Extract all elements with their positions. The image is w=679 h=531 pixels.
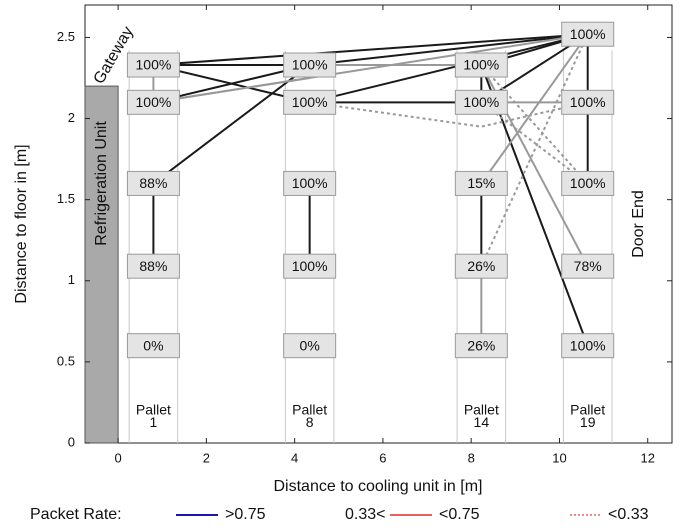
x-tick-label: 12 bbox=[640, 450, 654, 465]
link bbox=[480, 64, 589, 185]
y-tick-label: 0.5 bbox=[57, 353, 75, 368]
node-label: 100% bbox=[292, 94, 328, 110]
node-box bbox=[561, 333, 615, 359]
y-tick-label: 2 bbox=[68, 110, 75, 125]
x-tick-label: 8 bbox=[468, 450, 475, 465]
pallet-number: 1 bbox=[150, 414, 158, 430]
link bbox=[309, 101, 588, 128]
node-box bbox=[283, 52, 337, 78]
link bbox=[152, 64, 311, 185]
node-box bbox=[454, 52, 508, 78]
node-label: 88% bbox=[139, 175, 167, 191]
node-box bbox=[283, 170, 337, 196]
node-label: 100% bbox=[292, 175, 328, 191]
legend-label: <0.33 bbox=[608, 506, 649, 523]
node-label: 100% bbox=[570, 94, 606, 110]
pallet-number: 14 bbox=[474, 414, 490, 430]
legend-title: Packet Rate: bbox=[30, 506, 122, 523]
node-label: 100% bbox=[292, 258, 328, 274]
y-tick-label: 1 bbox=[68, 272, 75, 287]
node-box bbox=[126, 253, 180, 279]
legend-label: <0.75 bbox=[439, 506, 480, 523]
legend-prefix: 0.33< bbox=[345, 506, 385, 523]
node-label: 100% bbox=[570, 26, 606, 42]
node-label: 100% bbox=[463, 94, 499, 110]
node-label: 26% bbox=[467, 337, 495, 353]
refrigeration-unit bbox=[84, 85, 119, 444]
node-box bbox=[126, 89, 180, 115]
node-label: 78% bbox=[574, 258, 602, 274]
x-tick-label: 10 bbox=[552, 450, 566, 465]
x-tick-label: 6 bbox=[379, 450, 386, 465]
node-box bbox=[561, 21, 615, 47]
node-box bbox=[561, 170, 615, 196]
link bbox=[480, 101, 589, 185]
node-label: 100% bbox=[292, 57, 328, 73]
node-label: 0% bbox=[143, 337, 163, 353]
node-box bbox=[454, 253, 508, 279]
y-axis-label: Distance to floor in [m] bbox=[13, 144, 30, 303]
pallet-label: Pallet bbox=[464, 401, 499, 417]
node-box bbox=[561, 89, 615, 115]
node-box bbox=[283, 89, 337, 115]
pallet-number: 8 bbox=[306, 414, 314, 430]
node-box bbox=[126, 170, 180, 196]
node-box bbox=[283, 253, 337, 279]
node-box bbox=[283, 333, 337, 359]
x-tick-label: 4 bbox=[291, 450, 298, 465]
node-label: 100% bbox=[570, 175, 606, 191]
link bbox=[309, 33, 588, 104]
node-label: 100% bbox=[463, 57, 499, 73]
node-label: 15% bbox=[467, 175, 495, 191]
node-box bbox=[454, 333, 508, 359]
x-tick-label: 0 bbox=[114, 450, 121, 465]
node-label: 100% bbox=[136, 94, 172, 110]
node-box bbox=[126, 52, 180, 78]
x-axis-label: Distance to cooling unit in [m] bbox=[274, 478, 483, 495]
annotation: Door End bbox=[630, 190, 647, 258]
pallet-label: Pallet bbox=[136, 401, 171, 417]
node-label: 88% bbox=[139, 258, 167, 274]
node-box bbox=[561, 253, 615, 279]
node-label: 0% bbox=[300, 337, 320, 353]
y-tick-label: 2.5 bbox=[57, 29, 75, 44]
link bbox=[309, 33, 588, 67]
node-label: 100% bbox=[570, 337, 606, 353]
link bbox=[153, 33, 588, 67]
y-tick-label: 1.5 bbox=[57, 191, 75, 206]
node-box bbox=[126, 333, 180, 359]
node-box bbox=[454, 170, 508, 196]
node-label: 26% bbox=[467, 258, 495, 274]
link bbox=[480, 33, 589, 185]
pallet-label: Pallet bbox=[570, 401, 605, 417]
x-tick-label: 2 bbox=[203, 450, 210, 465]
node-label: 100% bbox=[136, 57, 172, 73]
node-box bbox=[454, 89, 508, 115]
link bbox=[480, 33, 589, 267]
y-tick-label: 0 bbox=[68, 434, 75, 449]
annotation: Refrigeration Unit bbox=[93, 121, 110, 246]
legend-label: >0.75 bbox=[225, 506, 266, 523]
pallet-number: 19 bbox=[580, 414, 596, 430]
pallet-label: Pallet bbox=[292, 401, 327, 417]
